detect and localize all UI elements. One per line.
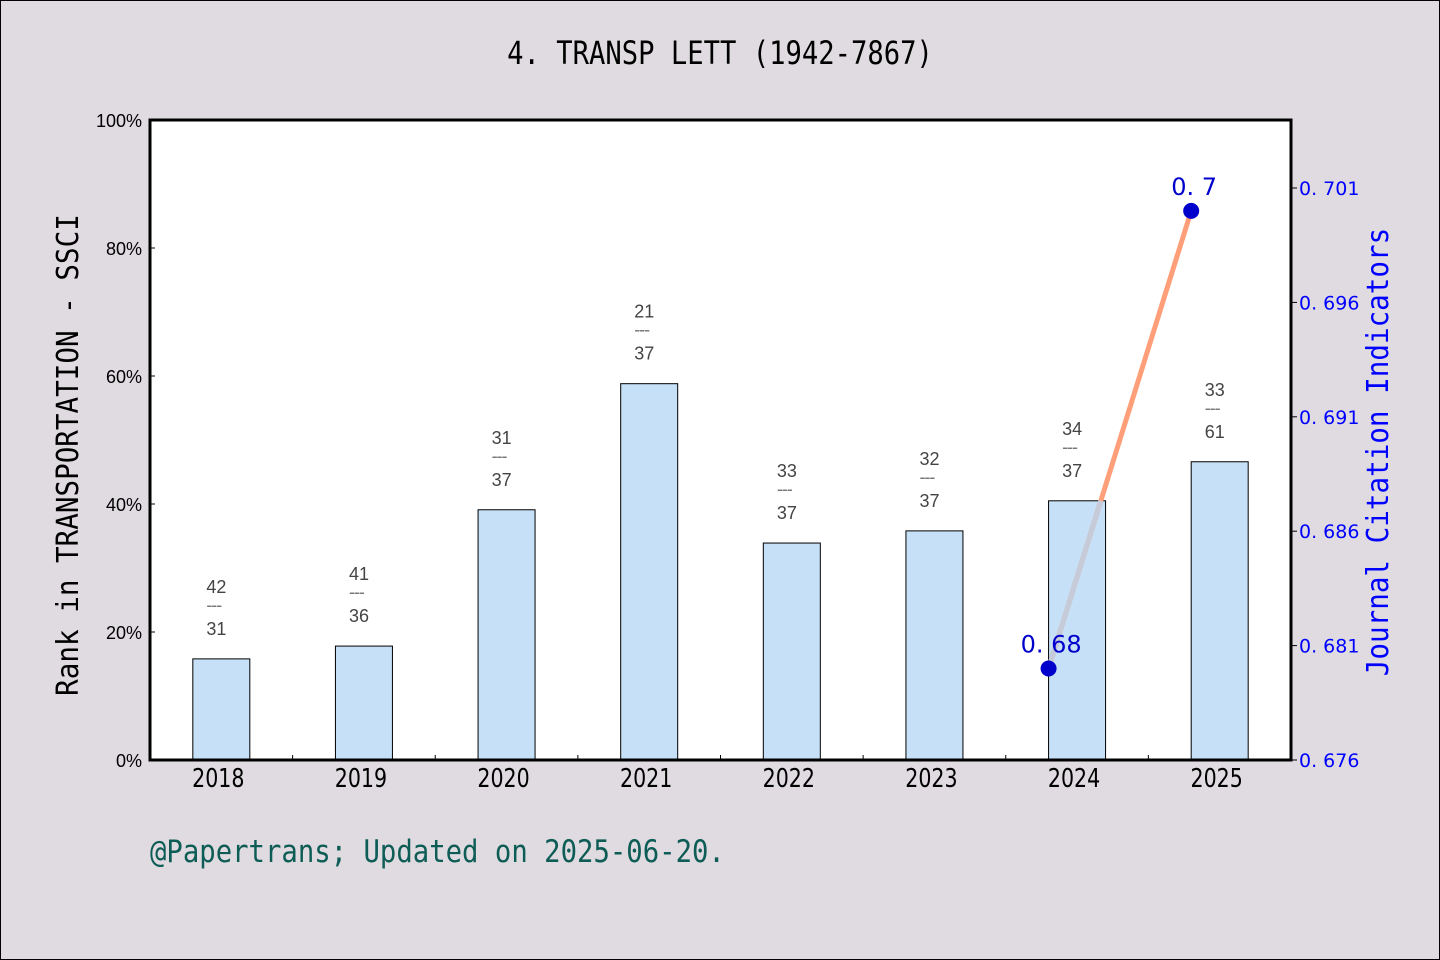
bar-label-rank: 34 bbox=[1062, 419, 1082, 439]
x-tick-label: 2018 bbox=[192, 763, 244, 794]
y-tick-label: 20% bbox=[106, 623, 142, 643]
jci-marker bbox=[1183, 202, 1200, 219]
y-tick-label: 60% bbox=[106, 367, 142, 387]
y-tick-label: 0% bbox=[116, 751, 142, 771]
jci-point-label: 0. 68 bbox=[1021, 630, 1082, 658]
bar-label-rank: 33 bbox=[777, 461, 797, 481]
jci-marker bbox=[1040, 660, 1057, 677]
x-tick-label: 2020 bbox=[477, 763, 529, 794]
bar-label-total: 61 bbox=[1205, 422, 1225, 442]
y-tick-label: 40% bbox=[106, 495, 142, 515]
y2-tick-label: 0. 686 bbox=[1299, 521, 1359, 543]
x-tick-label: 2024 bbox=[1048, 763, 1100, 794]
bar-label-rank: 31 bbox=[492, 428, 512, 448]
y2-tick-label: 0. 701 bbox=[1299, 178, 1359, 200]
bar-2023 bbox=[905, 530, 964, 761]
footer-credit: @Papertrans; Updated on 2025-06-20. bbox=[150, 834, 725, 870]
bar-label-divider: --- bbox=[349, 582, 365, 602]
bar-label-rank: 21 bbox=[634, 302, 654, 322]
bar-label-total: 37 bbox=[1062, 461, 1082, 481]
bar-label-divider: --- bbox=[634, 320, 650, 340]
bar-label-total: 31 bbox=[206, 619, 226, 639]
bar-2022 bbox=[762, 542, 821, 761]
bar-2025 bbox=[1190, 461, 1249, 761]
jci-point-label: 0. 7 bbox=[1171, 173, 1217, 201]
y2-tick-label: 0. 681 bbox=[1299, 636, 1359, 658]
bar-label-total: 37 bbox=[777, 503, 797, 523]
bar-label-rank: 33 bbox=[1205, 380, 1225, 400]
bar-label-total: 37 bbox=[919, 491, 939, 511]
bar-label-divider: --- bbox=[919, 467, 935, 487]
y-tick-label: 100% bbox=[96, 111, 142, 131]
bar-label-divider: --- bbox=[492, 446, 508, 466]
y2-tick-label: 0. 691 bbox=[1299, 407, 1359, 429]
y2-tick-label: 0. 696 bbox=[1299, 292, 1359, 314]
x-tick-label: 2025 bbox=[1191, 763, 1243, 794]
x-tick-label: 2019 bbox=[335, 763, 387, 794]
bar-label-rank: 32 bbox=[919, 449, 939, 469]
bar-label-total: 37 bbox=[492, 470, 512, 490]
jci-line-behind-bar bbox=[1046, 500, 1104, 670]
y2-axis-title: Journal Citation Indicators bbox=[1360, 228, 1395, 676]
bar-2021 bbox=[620, 383, 679, 761]
bar-2019 bbox=[334, 645, 393, 761]
y-axis-title: Rank in TRANSPORTATION - SSCI bbox=[50, 214, 85, 696]
bar-label-total: 37 bbox=[634, 344, 654, 364]
bar-label-total: 36 bbox=[349, 606, 369, 626]
x-tick-label: 2022 bbox=[763, 763, 815, 794]
y2-tick-label: 0. 676 bbox=[1299, 750, 1359, 772]
y-tick-label: 80% bbox=[106, 239, 142, 259]
bar-label-divider: --- bbox=[1205, 398, 1221, 418]
bar-label-rank: 42 bbox=[206, 577, 226, 597]
bar-label-divider: --- bbox=[206, 595, 222, 615]
chart-title: 4. TRANSP LETT (1942-7867) bbox=[507, 34, 933, 72]
x-tick-label: 2021 bbox=[620, 763, 672, 794]
bar-label-rank: 41 bbox=[349, 564, 369, 584]
bar-label-divider: --- bbox=[1062, 437, 1078, 457]
bar-2018 bbox=[192, 658, 251, 761]
x-tick-label: 2023 bbox=[905, 763, 957, 794]
bar-label-divider: --- bbox=[777, 479, 793, 499]
bar-2020 bbox=[477, 509, 536, 761]
